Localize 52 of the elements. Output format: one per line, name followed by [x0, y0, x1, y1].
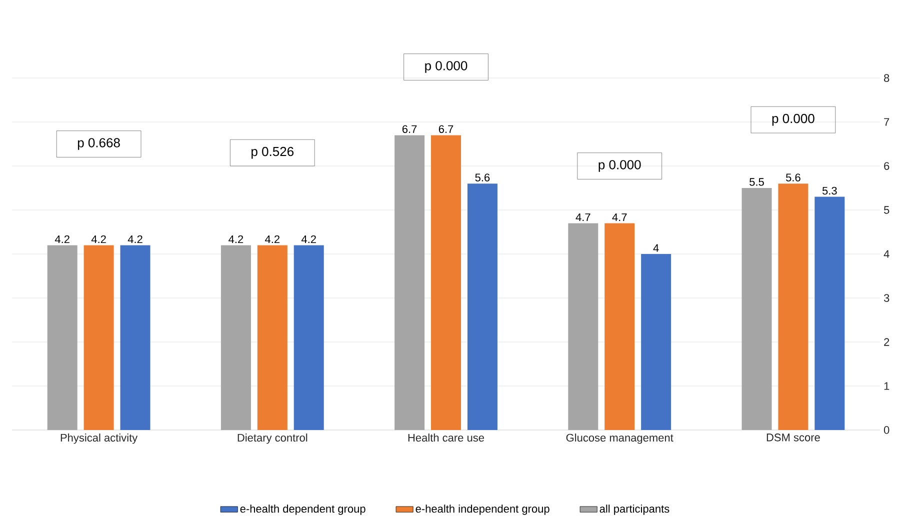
x-tick-label: Health care use [408, 434, 484, 442]
bar [641, 254, 672, 430]
y-tick-label: 8 [884, 74, 890, 82]
y-tick-label: 1 [884, 382, 890, 390]
data-label: 4.2 [91, 235, 106, 243]
bar [778, 184, 808, 430]
bar [604, 223, 635, 430]
annotation: p 0.000 [772, 114, 814, 126]
y-tick-label: 5 [884, 206, 890, 214]
data-label: 4.2 [228, 235, 244, 243]
x-tick-label: DSM score [766, 434, 820, 442]
annotation: p 0.526 [252, 146, 294, 159]
bar [257, 245, 288, 430]
bar [120, 245, 150, 430]
legend-label: e-health independent group [416, 504, 550, 515]
y-tick-label: 7 [884, 118, 890, 126]
bar [47, 245, 78, 430]
bar [84, 245, 114, 430]
x-tick-label: Glucose management [566, 434, 674, 444]
bar [467, 184, 498, 430]
bar [568, 223, 598, 430]
legend-label: e-health dependent group [240, 504, 366, 515]
bar [394, 135, 425, 430]
data-label: 4 [653, 244, 659, 252]
y-tick-label: 2 [884, 338, 890, 346]
y-tick-label: 0 [884, 426, 890, 434]
x-tick-label: Dietary control [238, 434, 308, 444]
data-label: 4.2 [128, 235, 142, 243]
y-tick-label: 6 [884, 162, 890, 170]
y-tick-label: 4 [884, 250, 890, 258]
data-label: 4.2 [54, 235, 70, 243]
data-label: 6.7 [402, 125, 417, 133]
bar [814, 196, 845, 430]
text: p 0.000 [425, 61, 468, 73]
data-label: 4.7 [576, 213, 590, 221]
data-label: 4.2 [265, 235, 280, 243]
y-tick-label: 3 [884, 294, 890, 302]
legend-label: all participants [600, 504, 670, 515]
annotation: p 0.000 [598, 160, 641, 172]
annotation: p 0.668 [78, 138, 120, 150]
bar [742, 188, 772, 430]
data-label: 5.3 [822, 186, 837, 195]
x-tick-label: Physical activity [60, 434, 138, 444]
bar [294, 245, 324, 430]
data-label: 4.2 [301, 235, 316, 243]
data-label: 6.7 [438, 125, 454, 133]
bar [431, 135, 461, 430]
bar [220, 245, 251, 430]
data-label: 5.5 [750, 178, 764, 186]
data-label: 4.7 [612, 213, 627, 221]
data-label: 5.6 [475, 174, 490, 182]
data-label: 5.6 [786, 174, 800, 182]
